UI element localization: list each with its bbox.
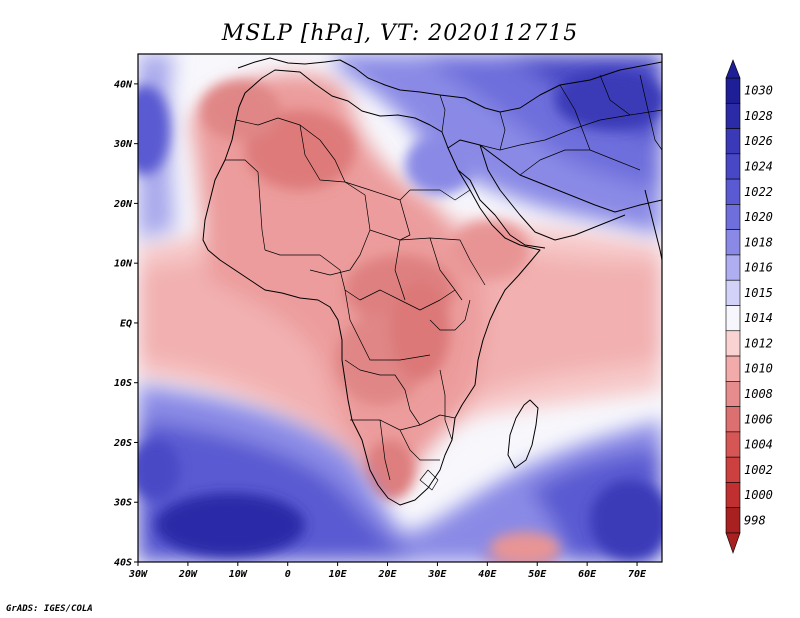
arabia-coastline: [447, 139, 662, 213]
colorbar-label: 1016: [744, 261, 773, 275]
country-borders: [225, 74, 662, 491]
x-tick-label: 40E: [478, 569, 497, 580]
northern-high-cores: [138, 70, 662, 195]
y-tick-label: 40N: [114, 79, 133, 90]
colorbar-swatch: [725, 229, 741, 256]
y-tick-label: 20S: [113, 438, 132, 449]
colorbar-label: 1030: [744, 84, 773, 98]
colorbar-label: 1008: [744, 387, 773, 401]
madagascar-coastline: [507, 399, 539, 469]
grads-credit: GrADS: IGES/COLA: [6, 604, 93, 614]
colorbar-label: 1020: [744, 210, 773, 224]
colorbar-swatch: [725, 279, 741, 306]
colorbar-label: 1015: [744, 286, 773, 300]
x-axis: 30W 20W 10W 0 10E 20E 30E 40E 50E 60E 70E: [128, 562, 647, 580]
india-coast: [644, 189, 662, 261]
x-tick-label: 10E: [329, 569, 348, 580]
colorbar-swatch: [725, 406, 741, 433]
southern-high-cores: [138, 440, 662, 562]
colorbar-label: 1002: [744, 463, 773, 477]
colorbar-label: 1006: [744, 412, 773, 426]
y-tick-label: 10N: [114, 259, 133, 270]
plot-frame: [137, 53, 663, 563]
colorbar-label: 1024: [744, 159, 773, 173]
colorbar-swatch: [725, 507, 741, 534]
colorbar-swatch: [725, 330, 741, 357]
y-tick-label: 30S: [113, 498, 132, 509]
y-tick-label: 10S: [114, 378, 132, 389]
colorbar-label: 1004: [744, 438, 773, 452]
colorbar-label: 1014: [744, 311, 773, 325]
colorbar-swatch: [725, 456, 741, 483]
x-tick-label: 60E: [578, 569, 597, 580]
colorbar-swatch: [725, 178, 741, 205]
x-tick-label: 0: [285, 569, 291, 580]
x-tick-label: 30E: [427, 569, 447, 580]
colorbar-label: 1012: [744, 336, 773, 350]
x-tick-label: 20W: [178, 569, 198, 580]
colorbar-label: 1000: [744, 488, 773, 502]
mediterranean-north-coast: [237, 57, 662, 113]
colorbar-swatch: [725, 77, 741, 104]
colorbar-swatch: [725, 102, 741, 129]
colorbar-bottom-arrow: [725, 532, 741, 554]
colorbar-swatch: [725, 153, 741, 180]
colorbar-swatch: [725, 381, 741, 407]
y-tick-label: 30N: [113, 139, 133, 150]
x-tick-label: 10W: [229, 569, 248, 580]
colorbar: 1030 1028 1026 1024 1022 1020 1018 1016 1015 1014…: [725, 59, 773, 554]
x-tick-label: 70E: [628, 569, 647, 580]
figure-title: MSLP [hPa], VT: 2020112715: [221, 21, 578, 46]
colorbar-label: 998: [744, 513, 766, 527]
colorbar-label: 1010: [744, 362, 773, 376]
arabian-peninsula-south: [479, 144, 626, 241]
colorbar-swatch: [725, 355, 741, 382]
colorbar-swatch: [725, 204, 741, 230]
red-sea-coast: [457, 169, 546, 249]
y-axis: 40N 30N 20N 10N EQ 10S 20S 30S 40S: [113, 79, 138, 569]
colorbar-label: 1022: [744, 185, 773, 199]
y-tick-label: 20N: [113, 199, 133, 210]
pressure-field: [138, 54, 662, 562]
y-tick-label: EQ: [120, 318, 132, 329]
x-tick-label: 20E: [377, 569, 397, 580]
y-tick-label: 40S: [114, 558, 132, 569]
colorbar-swatch: [725, 431, 741, 458]
x-tick-label: 50E: [528, 569, 547, 580]
colorbar-label: 1018: [744, 235, 773, 249]
colorbar-swatch: [725, 305, 741, 332]
colorbar-swatch: [725, 254, 741, 281]
x-tick-label: 30W: [128, 569, 148, 580]
colorbar-swatch: [725, 128, 741, 155]
colorbar-label: 1026: [744, 134, 773, 148]
colorbar-top-arrow: [725, 59, 741, 79]
colorbar-label: 1028: [744, 109, 773, 123]
colorbar-swatch: [725, 482, 741, 509]
